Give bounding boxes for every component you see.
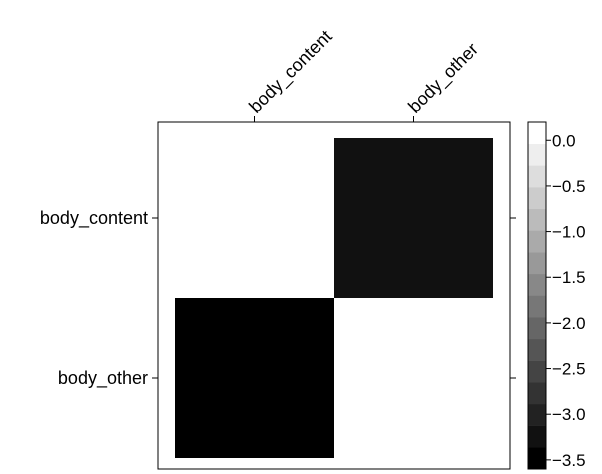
colorbar-segment bbox=[528, 230, 546, 253]
heatmap-cells bbox=[175, 138, 493, 458]
colorbar-tick-label: 0.0 bbox=[552, 131, 576, 150]
colorbar-segment bbox=[528, 317, 546, 340]
colorbar-tick-label: −2.5 bbox=[552, 360, 586, 379]
heatmap-cell bbox=[334, 138, 493, 298]
colorbar-tick-label: −0.5 bbox=[552, 177, 586, 196]
colorbar-segment bbox=[528, 122, 546, 144]
colorbar-segment bbox=[528, 187, 546, 210]
colorbar-segment bbox=[528, 382, 546, 405]
colorbar-tick-label: −1.5 bbox=[552, 268, 586, 287]
colorbar-segment bbox=[528, 360, 546, 383]
colorbar-tick-label: −1.0 bbox=[552, 223, 586, 242]
y-tick-label: body_other bbox=[58, 368, 148, 389]
colorbar-segment bbox=[528, 447, 546, 470]
colorbar-tick-label: −3.5 bbox=[552, 451, 586, 470]
colorbar-frame bbox=[527, 121, 547, 470]
colorbar-segment bbox=[528, 425, 546, 448]
colorbar-segment bbox=[528, 208, 546, 231]
y-tick-label: body_content bbox=[40, 208, 148, 229]
colorbar-tick-label: −2.0 bbox=[552, 314, 586, 333]
colorbar-segment bbox=[528, 252, 546, 275]
colorbar-segment bbox=[528, 295, 546, 318]
x-axis: body_content body_other bbox=[245, 26, 483, 122]
heatmap-cell bbox=[334, 298, 493, 458]
plot-frame bbox=[157, 121, 511, 470]
colorbar-segment bbox=[528, 338, 546, 361]
colorbar-segment bbox=[528, 273, 546, 296]
heatmap-cell bbox=[175, 298, 334, 458]
colorbar-tick-label: −3.0 bbox=[552, 405, 586, 424]
x-tick-label: body_content bbox=[245, 26, 336, 117]
y-axis: body_content body_other bbox=[40, 208, 516, 389]
colorbar: 0.0 −0.5 −1.0 −1.5 −2.0 −2.5 −3.0 −3.5 bbox=[527, 121, 586, 470]
heatmap-cell bbox=[175, 138, 334, 298]
x-tick-label: body_other bbox=[404, 39, 483, 118]
colorbar-segment bbox=[528, 403, 546, 426]
colorbar-segment bbox=[528, 165, 546, 188]
colorbar-segment bbox=[528, 143, 546, 166]
